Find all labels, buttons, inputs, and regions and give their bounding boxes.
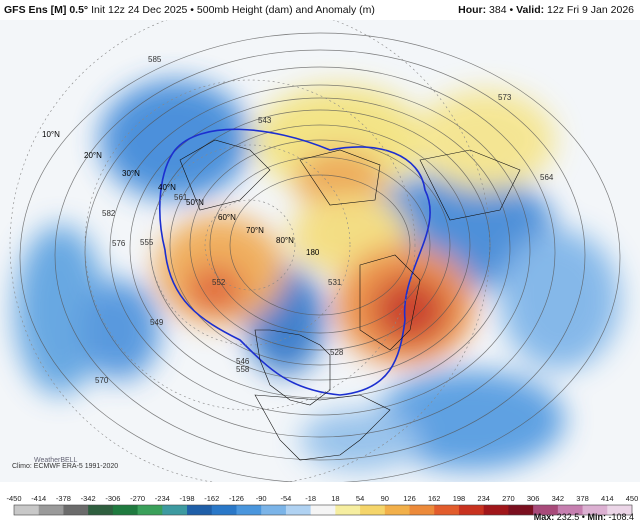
colorbar-tick-label: 234 xyxy=(477,494,490,503)
max-min: Max: 232.5 • Min: -108.4 xyxy=(534,512,634,522)
contour-label: 573 xyxy=(498,93,512,102)
lat-label: 80°N xyxy=(276,236,294,245)
colorbar-tick-label: 90 xyxy=(381,494,389,503)
climo: Climo: ECMWF ERA-5 1991-2020 xyxy=(12,463,118,470)
colorbar-segment xyxy=(360,505,386,515)
colorbar-segment xyxy=(236,505,262,515)
colorbar-tick-label: 270 xyxy=(502,494,515,503)
title-text: Init 12z 24 Dec 2025 • 500mb Height (dam… xyxy=(91,4,375,16)
colorbar-tick-label: 450 xyxy=(626,494,639,503)
colorbar-segment xyxy=(409,505,435,515)
contour-label: 570 xyxy=(95,376,109,385)
colorbar-tick-label: -342 xyxy=(81,494,96,503)
lat-label: 10°N xyxy=(42,130,60,139)
colorbar-tick-label: 378 xyxy=(576,494,589,503)
valid-info: Hour: 384 • Valid: 12z Fri 9 Jan 2026 xyxy=(458,4,634,16)
colorbar-segment xyxy=(557,505,584,515)
colorbar-tick-label: -126 xyxy=(229,494,244,503)
colorbar-tick-label: 126 xyxy=(403,494,416,503)
colorbar-tick-label: -306 xyxy=(105,494,120,503)
colorbar-segment xyxy=(162,505,188,515)
max-value: 232.5 xyxy=(557,512,580,522)
colorbar-segment xyxy=(607,505,633,515)
valid-label: Valid: xyxy=(516,4,545,16)
copyright: © 2025 WeatherBELL Analytics, LLC. All r… xyxy=(342,482,635,490)
colorbar-tick-label: 306 xyxy=(527,494,540,503)
colorbar-segment xyxy=(434,505,460,515)
lat-label: 40°N xyxy=(158,183,176,192)
colorbar-segment xyxy=(261,505,287,515)
model: GFS Ens [M] 0.5° xyxy=(4,4,89,16)
logo: WeatherBELL xyxy=(34,457,78,464)
colorbar-tick-label: -414 xyxy=(31,494,46,503)
contour-label: 555 xyxy=(140,238,154,247)
colorbar-tick-label: 54 xyxy=(356,494,364,503)
colorbar-segment xyxy=(88,505,114,515)
contour-label: 558 xyxy=(236,365,250,374)
colorbar-tick-label: -450 xyxy=(6,494,21,503)
colorbar-tick-label: -270 xyxy=(130,494,145,503)
title: GFS Ens [M] 0.5° Init 12z 24 Dec 2025 • … xyxy=(4,0,375,20)
colorbar-segment xyxy=(211,505,237,515)
colorbar-segment xyxy=(508,505,534,515)
min-label: Min: xyxy=(587,512,606,522)
contour-label: 528 xyxy=(330,348,344,357)
colorbar-tick-label: -90 xyxy=(256,494,267,503)
hour-label: Hour: xyxy=(458,4,487,16)
contour-label: 549 xyxy=(150,318,164,327)
colorbar-segment xyxy=(384,505,411,515)
colorbar-segment xyxy=(285,505,312,515)
colorbar-segment xyxy=(38,505,64,515)
contour-label: 576 xyxy=(112,239,126,248)
colorbar-tick-label: -54 xyxy=(280,494,291,503)
colorbar-segment xyxy=(112,505,139,515)
contour-label: 531 xyxy=(328,278,342,287)
lat-label: 70°N xyxy=(246,226,264,235)
lat-label: 50°N xyxy=(186,198,204,207)
valid: 12z Fri 9 Jan 2026 xyxy=(547,4,634,16)
min-value: -108.4 xyxy=(608,512,634,522)
colorbar-segment xyxy=(63,505,89,515)
colorbar-segment xyxy=(582,505,608,515)
lat-label: 180 xyxy=(306,248,320,257)
colorbar-segment xyxy=(187,505,213,515)
contour-label: 585 xyxy=(148,55,162,64)
colorbar-segment xyxy=(533,505,559,515)
colorbar-tick-label: 342 xyxy=(552,494,565,503)
colorbar-segment xyxy=(14,505,40,515)
map-body: Climo: ECMWF ERA-5 1991-2020 © 2025 Weat… xyxy=(0,20,640,490)
colorbar-tick-label: -198 xyxy=(180,494,195,503)
colorbar-frame xyxy=(13,504,633,516)
colorbar-tick-label: 198 xyxy=(453,494,466,503)
hour: 384 xyxy=(489,4,507,16)
lat-label: 20°N xyxy=(84,151,102,160)
contour-label: 561 xyxy=(174,193,188,202)
colorbar-tick-label: 18 xyxy=(331,494,339,503)
contour-label: 546 xyxy=(236,357,250,366)
colorbar-segment xyxy=(137,505,163,515)
colorbar-tick-label: -378 xyxy=(56,494,71,503)
colorbar-segment xyxy=(310,505,336,515)
lat-label: 30°N xyxy=(122,169,140,178)
colorbar-tick-label: 414 xyxy=(601,494,614,503)
colorbar-segment xyxy=(335,505,361,515)
colorbar-tick-label: -18 xyxy=(305,494,316,503)
contour-label: 564 xyxy=(540,173,554,182)
colorbar: -450 -414 -378 -342 -306 -270 -234 -198 -162 -126… xyxy=(6,494,639,516)
header: GFS Ens [M] 0.5° Init 12z 24 Dec 2025 • … xyxy=(0,0,640,20)
lat-label: 60°N xyxy=(218,213,236,222)
colorbar-segment xyxy=(483,505,509,515)
colorbar-tick-label: 162 xyxy=(428,494,441,503)
contour-label: 582 xyxy=(102,209,116,218)
colorbar-tick-label: -234 xyxy=(155,494,170,503)
contour-label: 543 xyxy=(258,116,272,125)
colorbar-tick-label: -162 xyxy=(204,494,219,503)
colorbar-segment xyxy=(458,505,485,515)
contour-label: 552 xyxy=(212,278,226,287)
max-label: Max: xyxy=(534,512,555,522)
